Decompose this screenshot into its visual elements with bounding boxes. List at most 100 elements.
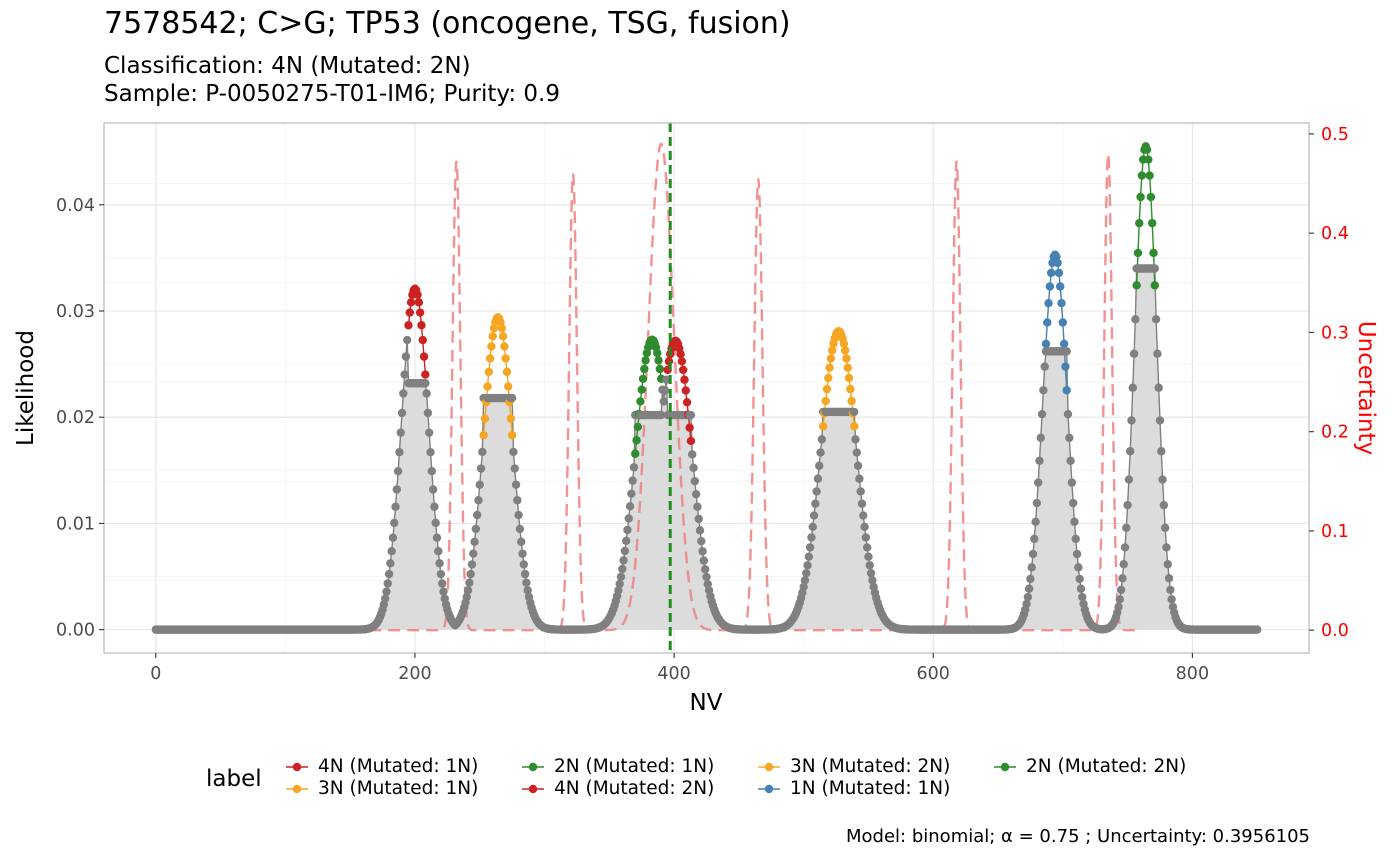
likelihood-point — [817, 435, 827, 444]
peak-point — [632, 436, 641, 445]
likelihood-point — [474, 496, 483, 505]
peak-point — [483, 382, 492, 391]
peak-point — [826, 354, 836, 363]
chart-subtitle: Classification: 4N (Mutated: 2N) Sample:… — [104, 52, 560, 108]
x-tick-label: 600 — [917, 664, 950, 684]
likelihood-point — [1068, 498, 1078, 508]
likelihood-point — [1022, 599, 1031, 609]
peak-point — [1149, 248, 1158, 258]
likelihood-point — [1063, 409, 1073, 419]
likelihood-point — [1162, 543, 1171, 552]
peak-point — [421, 370, 430, 379]
likelihood-point — [1164, 574, 1174, 583]
likelihood-point — [1040, 362, 1049, 371]
likelihood-point — [1125, 447, 1135, 456]
likelihood-point — [618, 564, 627, 574]
peak-point — [1044, 299, 1053, 308]
peak-point — [1137, 171, 1147, 180]
legend-label: 2N (Mutated: 2N) — [1026, 756, 1187, 777]
y2-axis: 0.0 0.1 0.2 0.3 0.4 0.5 — [1309, 125, 1349, 641]
peak-point — [677, 357, 687, 366]
peak-point — [404, 321, 413, 330]
y-axis-title: Likelihood — [13, 330, 39, 446]
legend-label: 4N (Mutated: 1N) — [318, 756, 479, 777]
peak-point — [418, 335, 427, 345]
legend-label: 2N (Mutated: 1N) — [554, 756, 715, 777]
likelihood-point — [852, 448, 861, 457]
peak-point — [827, 346, 837, 355]
legend-key — [286, 762, 308, 772]
peak-point — [479, 431, 488, 440]
peak-point — [1053, 258, 1062, 268]
likelihood-point — [624, 514, 633, 523]
y-tick-label: 0.02 — [56, 408, 95, 428]
x-axis-title: NV — [690, 690, 723, 716]
peak-point — [818, 422, 828, 431]
likelihood-point — [799, 582, 808, 592]
peak-point — [682, 398, 692, 407]
likelihood-point — [1163, 560, 1172, 569]
likelihood-point — [614, 586, 623, 595]
likelihood-point — [514, 510, 523, 520]
likelihood-point — [1153, 349, 1162, 358]
legend-key-point — [764, 762, 774, 772]
likelihood-point — [1124, 475, 1134, 484]
peak-point — [637, 385, 646, 394]
peak-point — [480, 414, 490, 423]
likelihood-point — [437, 579, 447, 588]
legend-label: 1N (Mutated: 1N) — [790, 778, 951, 799]
likelihood-lines — [155, 144, 1258, 631]
peak-point — [842, 354, 851, 363]
likelihood-point — [1032, 498, 1042, 508]
likelihood-point — [435, 559, 444, 568]
likelihood-point — [393, 467, 403, 476]
peak-point — [1136, 192, 1145, 202]
likelihood-point — [439, 587, 448, 596]
likelihood-point — [811, 499, 820, 508]
likelihood-point — [860, 522, 869, 532]
likelihood-point — [428, 485, 438, 494]
peak-point — [419, 352, 429, 361]
likelihood-point — [816, 448, 825, 457]
uncertainty-line — [350, 142, 1141, 632]
likelihood-point — [686, 410, 696, 420]
likelihood-point — [462, 592, 471, 602]
peak-point — [1146, 192, 1156, 202]
peak-point — [1057, 299, 1066, 308]
likelihood-point — [1071, 534, 1080, 544]
legend-key — [286, 784, 308, 794]
likelihood-point — [807, 533, 816, 542]
legend-key-point — [764, 784, 774, 794]
peak-point — [640, 364, 649, 374]
likelihood-point — [812, 487, 821, 496]
likelihood-point — [864, 552, 873, 561]
subtitle-sample: Sample: P-0050275-T01-IM6; Purity: 0.9 — [104, 81, 561, 107]
likelihood-point — [1076, 584, 1086, 593]
likelihood-point — [691, 489, 701, 499]
likelihood-point — [396, 428, 405, 437]
likelihood-point — [1159, 500, 1169, 510]
peak-point — [1054, 268, 1064, 278]
likelihood-point — [809, 511, 819, 520]
likelihood-point — [1155, 416, 1165, 425]
peak-point — [1148, 218, 1157, 228]
x-tick-label: 400 — [657, 664, 690, 684]
likelihood-point — [510, 464, 519, 473]
peak-point — [824, 373, 833, 383]
likelihood-point — [1030, 534, 1039, 544]
plot-panel-border — [103, 122, 1310, 654]
likelihood-point — [803, 561, 812, 570]
likelihood-point — [808, 522, 817, 532]
legend-key — [522, 762, 544, 772]
likelihood-point — [1160, 523, 1170, 532]
likelihood-point — [1127, 416, 1136, 425]
likelihood-point — [395, 447, 404, 457]
legend-label: 3N (Mutated: 2N) — [790, 756, 951, 777]
likelihood-point — [620, 546, 630, 556]
likelihood-point — [1031, 517, 1040, 527]
likelihood-point — [509, 447, 518, 457]
likelihood-point — [1122, 523, 1131, 532]
legend-label: 4N (Mutated: 2N) — [554, 778, 715, 799]
likelihood-point — [660, 386, 670, 395]
likelihood-point — [859, 511, 868, 520]
